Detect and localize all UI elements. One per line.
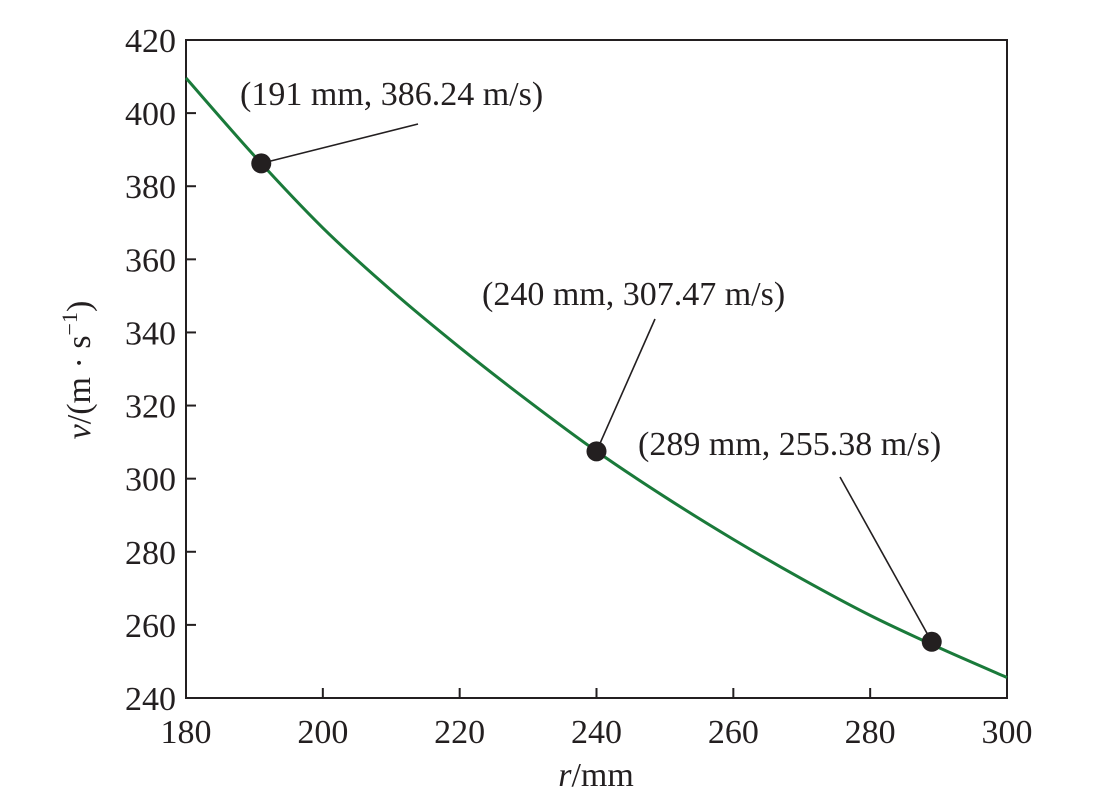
y-axis-unit-close: ) <box>61 301 98 312</box>
y-tick-label: 260 <box>125 608 176 645</box>
y-tick-label: 380 <box>125 169 176 206</box>
y-axis-unit: /(m · s <box>61 335 98 424</box>
y-tick-label: 300 <box>125 462 176 499</box>
y-tick-label: 320 <box>125 389 176 426</box>
x-tick-label: 260 <box>708 714 759 751</box>
data-point-marker <box>921 631 942 652</box>
y-tick-label: 360 <box>125 242 176 279</box>
series-line <box>184 77 1008 679</box>
y-tick-label: 400 <box>125 96 176 133</box>
leader-line <box>261 123 419 165</box>
y-axis-variable: v <box>61 423 98 439</box>
y-axis-title: v/(m · s−1) <box>57 301 98 440</box>
data-point-marker <box>586 441 607 462</box>
data-point-marker <box>251 153 272 174</box>
plot-frame <box>185 39 1008 699</box>
x-tick-label: 280 <box>845 714 896 751</box>
point-annotation: (191 mm, 386.24 m/s) <box>240 76 543 113</box>
point-annotation: (240 mm, 307.47 m/s) <box>482 276 785 313</box>
leader-line <box>839 476 933 643</box>
leader-line <box>595 318 656 452</box>
x-tick-label: 300 <box>982 714 1033 751</box>
y-tick-label: 340 <box>125 315 176 352</box>
axis-ticks: 180 200 220 240 260 280 300 240 260 280 300 320 340 3… <box>125 23 1033 751</box>
y-tick-label: 420 <box>125 23 176 60</box>
x-tick-label: 200 <box>297 714 348 751</box>
x-tick-label: 180 <box>161 714 212 751</box>
y-axis-unit-exponent: −1 <box>57 312 82 335</box>
point-annotation: (289 mm, 255.38 m/s) <box>638 426 941 463</box>
x-tick-label: 220 <box>434 714 485 751</box>
x-axis-variable: r <box>558 757 572 794</box>
x-tick-label: 240 <box>571 714 622 751</box>
x-axis-unit: /mm <box>571 757 633 794</box>
annotations-layer: (191 mm, 386.24 m/s) (240 mm, 307.47 m/s)… <box>240 76 942 652</box>
x-axis-title: r/mm <box>558 757 634 794</box>
y-tick-label: 280 <box>125 535 176 572</box>
series-layer <box>184 77 1008 679</box>
y-tick-label: 240 <box>125 681 176 718</box>
